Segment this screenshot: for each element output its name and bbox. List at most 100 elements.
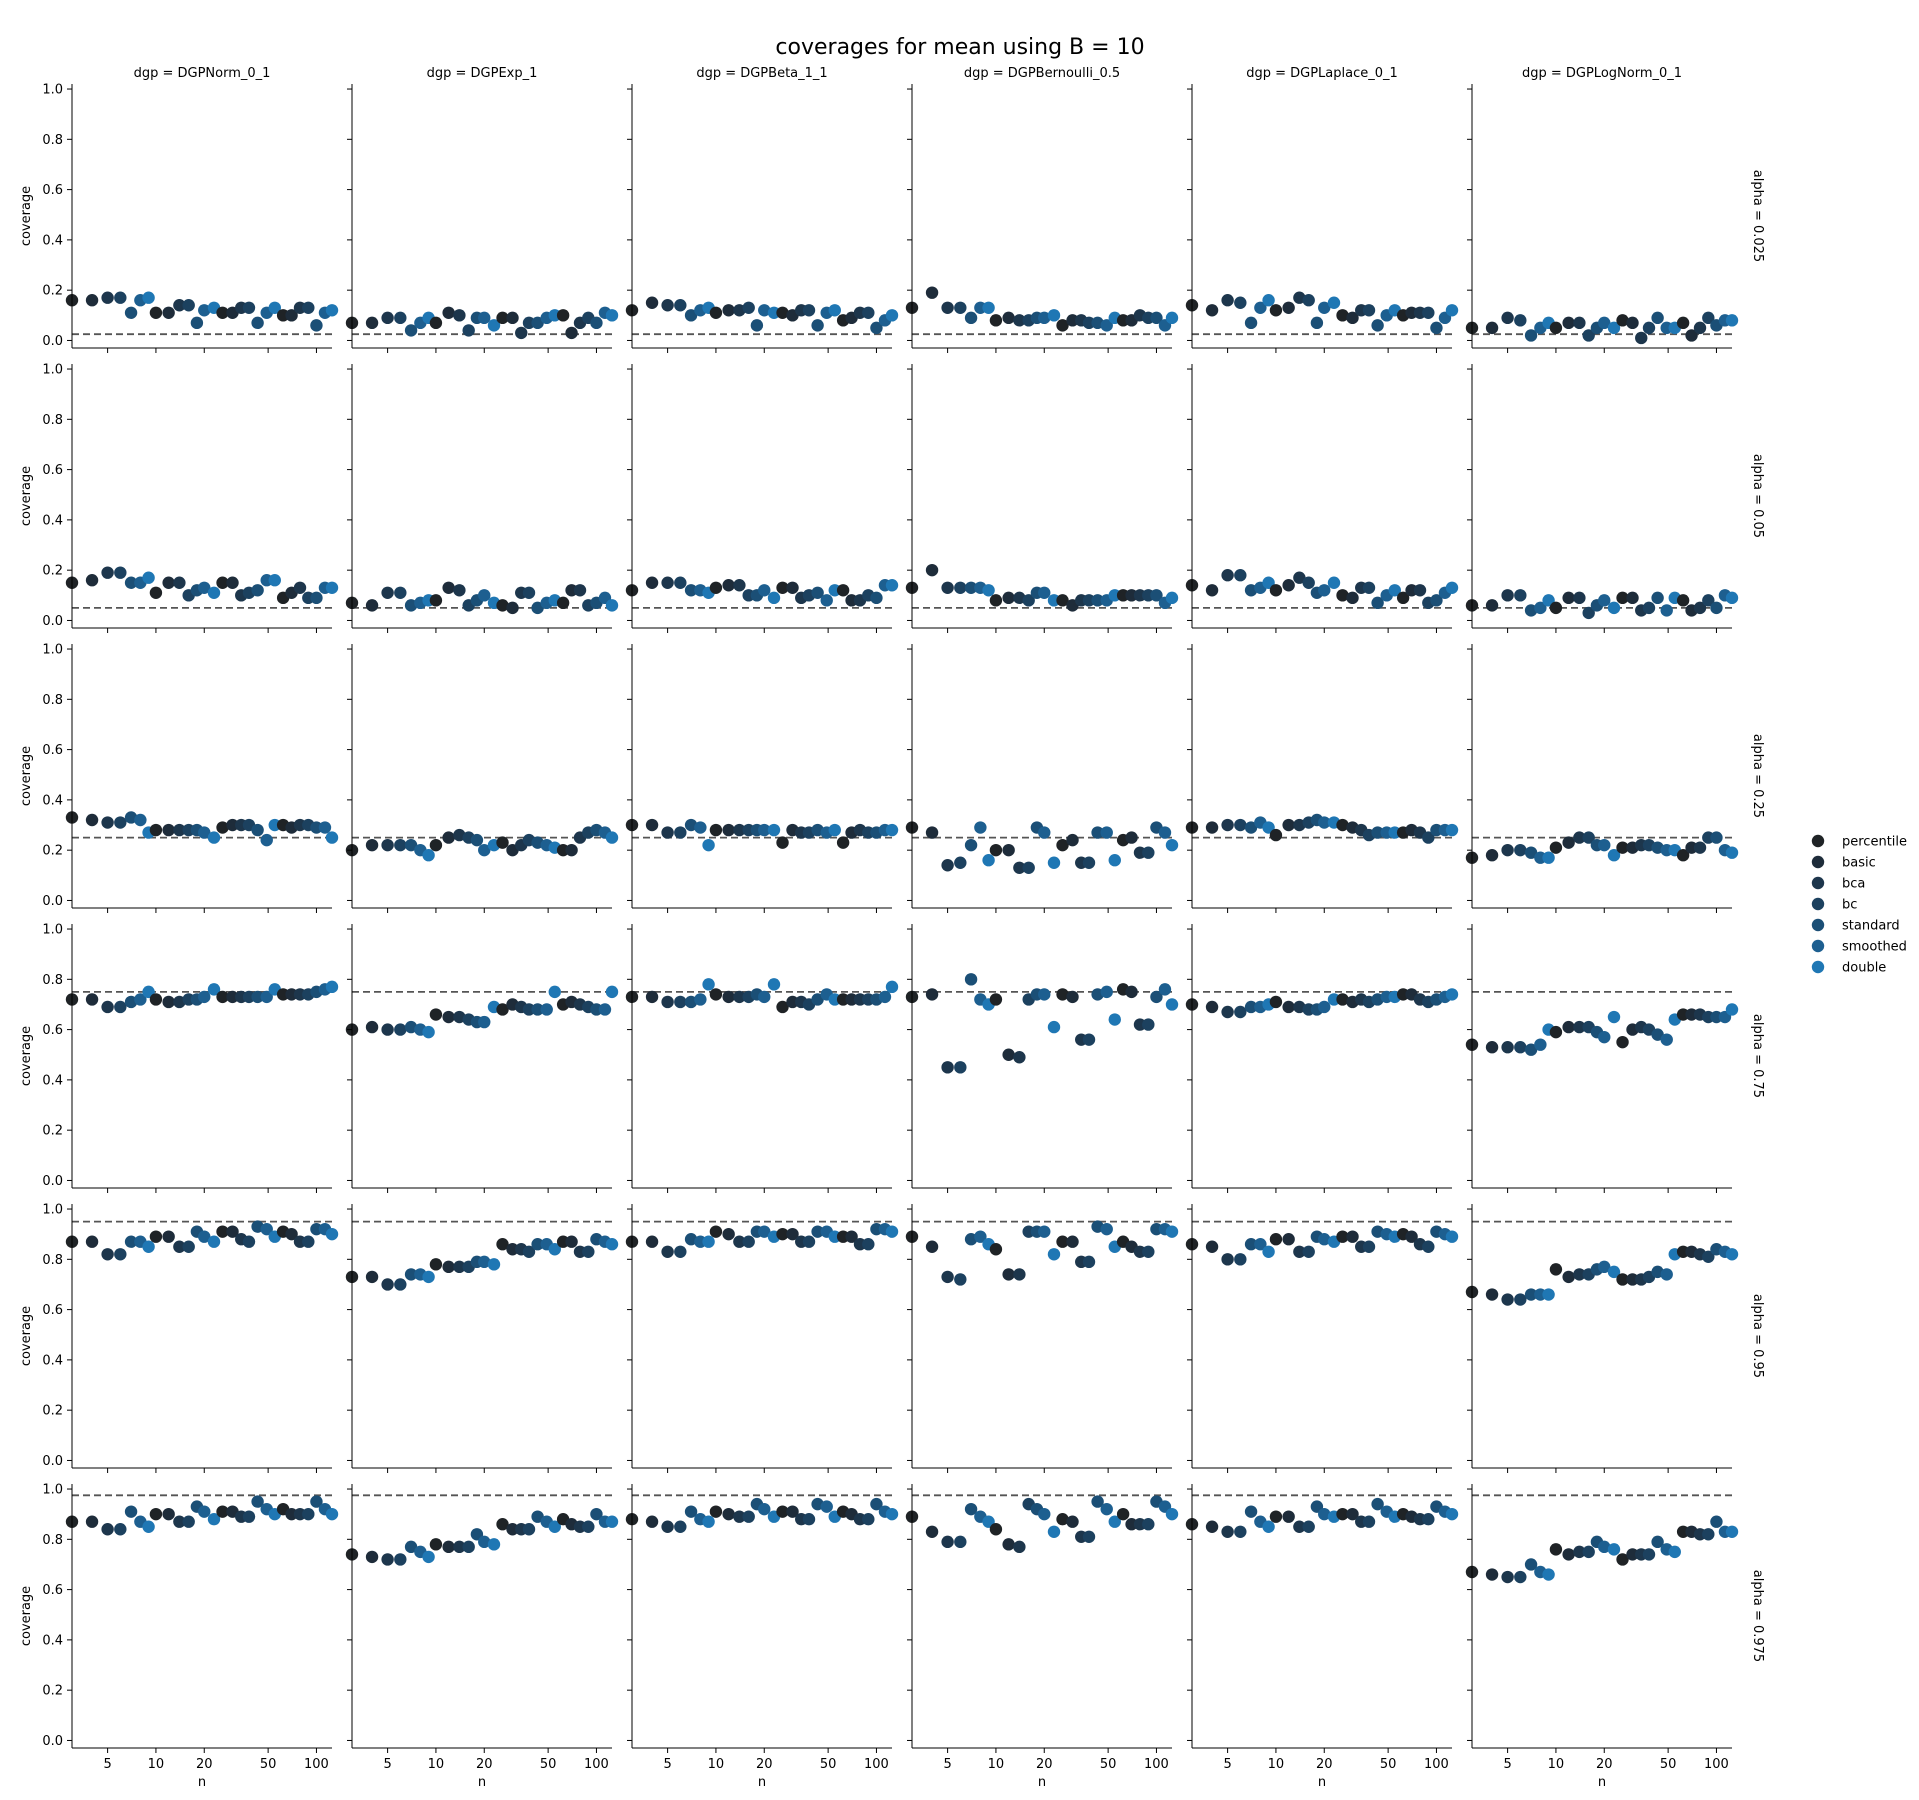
coverage-point (365, 838, 379, 852)
coverage-point (365, 599, 379, 612)
coverage-point (1205, 1240, 1219, 1253)
coverage-point (1293, 1520, 1306, 1533)
coverage-point (964, 1502, 978, 1516)
coverage-point (661, 299, 674, 312)
coverage-point (1269, 1233, 1283, 1246)
coverage-point (207, 1235, 221, 1248)
facet-panel: 5 10 20 50 100 n (905, 1484, 1179, 1790)
x-tick-label: 5 (103, 1757, 111, 1772)
coverage-point (101, 1000, 114, 1014)
coverage-point (1056, 838, 1069, 852)
coverage-point (1616, 591, 1629, 605)
y-axis-label: coverage (19, 1586, 34, 1646)
coverage-point (828, 823, 841, 837)
coverage-point (836, 836, 850, 849)
y-axis-label: coverage (19, 746, 34, 806)
coverage-point (548, 1520, 561, 1533)
coverage-point (268, 301, 281, 314)
legend-label: bca (1842, 877, 1865, 892)
coverage-point (758, 823, 771, 837)
coverage-point (709, 823, 723, 837)
coverage-point (173, 576, 186, 589)
coverage-point (1542, 1288, 1555, 1301)
coverage-point (733, 823, 746, 837)
facet-panel (1185, 644, 1459, 913)
coverage-point (645, 990, 659, 1004)
coverage-point (1485, 321, 1499, 335)
coverage-point (702, 978, 715, 991)
coverage-point (590, 316, 603, 330)
coverage-point (1485, 1041, 1499, 1054)
coverage-point (645, 296, 659, 309)
coverage-point (1725, 1525, 1739, 1538)
coverage-point (1598, 594, 1611, 607)
coverage-point (836, 584, 850, 597)
facet-panel: 5 10 20 50 100 n (1185, 1484, 1459, 1790)
legend-marker (1811, 876, 1825, 890)
coverage-point (1302, 1245, 1315, 1258)
coverage-point (982, 301, 995, 314)
coverage-point (1725, 846, 1739, 859)
coverage-point (260, 833, 273, 847)
coverage-point (310, 1495, 323, 1508)
coverage-point (394, 838, 407, 852)
coverage-point (522, 1245, 536, 1258)
coverage-point (496, 311, 509, 325)
coverage-point (605, 1515, 619, 1528)
y-tick-label: 1.0 (42, 363, 63, 378)
coverage-point (1660, 604, 1673, 617)
coverage-point (684, 1505, 698, 1518)
coverage-point (522, 1523, 536, 1536)
facet-panel (625, 1204, 899, 1473)
x-axis-label: n (478, 1775, 486, 1790)
legend-label: standard (1842, 919, 1900, 934)
coverage-point (381, 311, 394, 325)
coverage-point (964, 838, 978, 852)
coverage-point (758, 990, 771, 1004)
coverage-point (1501, 589, 1514, 602)
y-tick-label: 0.4 (42, 1073, 63, 1088)
coverage-point (394, 1278, 407, 1291)
coverage-point (733, 1510, 746, 1523)
coverage-point (1082, 1255, 1096, 1269)
y-tick-label: 0.8 (42, 973, 63, 988)
coverage-point (1514, 843, 1527, 857)
coverage-point (1158, 826, 1172, 839)
coverage-point (989, 314, 1003, 327)
y-tick-label: 0.4 (42, 793, 63, 808)
facet-panel: alpha = 0.95 (1465, 1204, 1765, 1473)
coverage-point (1542, 1568, 1555, 1581)
coverage-point (496, 1238, 509, 1251)
coverage-point (1002, 591, 1015, 605)
coverage-point (1346, 1230, 1359, 1243)
coverage-point (1396, 591, 1410, 605)
coverage-point (1244, 316, 1258, 330)
y-tick-label: 0.6 (42, 463, 63, 478)
coverage-point (149, 586, 163, 599)
coverage-point (1514, 589, 1527, 602)
coverage-point (173, 995, 186, 1009)
coverage-point (1244, 821, 1258, 834)
coverage-point (1582, 1545, 1595, 1559)
coverage-point (1668, 1545, 1681, 1559)
coverage-point (85, 1515, 99, 1528)
coverage-point (722, 304, 735, 317)
coverage-point (1710, 601, 1723, 615)
coverage-point (1562, 836, 1575, 849)
coverage-point (1066, 833, 1079, 847)
coverage-point (1056, 594, 1069, 607)
column-header: dgp = DGPBeta_1_1 (696, 66, 827, 81)
x-tick-label: 5 (1503, 1757, 1511, 1772)
coverage-point (381, 1023, 394, 1036)
coverage-point (365, 1270, 379, 1284)
coverage-point (573, 584, 587, 597)
coverage-point (1710, 831, 1723, 844)
coverage-point (1371, 319, 1384, 332)
coverage-point (1302, 1520, 1315, 1533)
x-tick-label: 5 (383, 1757, 391, 1772)
coverage-point (442, 1260, 455, 1274)
coverage-point (758, 304, 771, 317)
facet-panel (345, 644, 619, 913)
coverage-point (1038, 988, 1051, 1001)
coverage-point (885, 1507, 899, 1521)
